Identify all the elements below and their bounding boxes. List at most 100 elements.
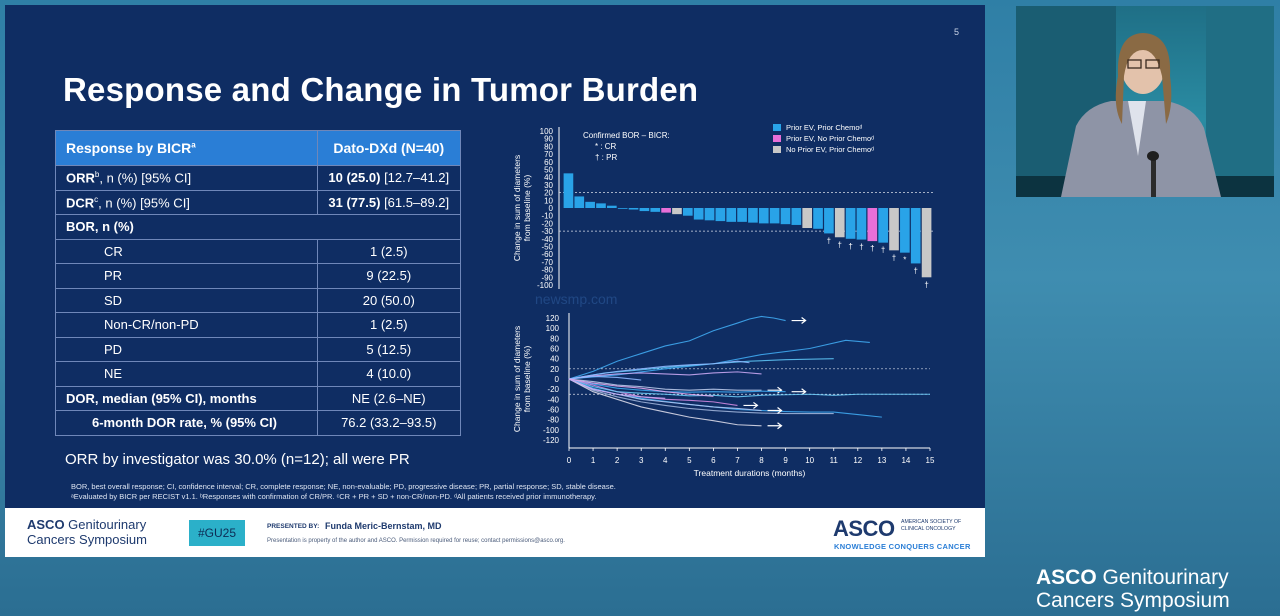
spider-x-tick-label: 7 (735, 456, 740, 465)
waterfall-y-tick-label: 30 (544, 181, 553, 190)
waterfall-bar (748, 208, 758, 223)
waterfall-bor-key: † : PR (595, 153, 617, 162)
spider-x-tick-label: 12 (853, 456, 862, 465)
waterfall-bor-mark: † (870, 244, 874, 253)
spider-y-tick-label: 80 (550, 334, 559, 343)
table-header-response: Response by BICRa (55, 130, 318, 166)
spider-ongoing-arrow (767, 422, 783, 430)
spider-series-line (568, 375, 642, 381)
waterfall-y-tick-label: 0 (549, 204, 554, 213)
spider-x-tick-label: 15 (926, 456, 935, 465)
spider-y-tick-label: -120 (543, 436, 560, 445)
response-table: Response by BICRa Dato-DXd (N=40) ORRb, … (55, 130, 462, 436)
waterfall-legend-label: Prior EV, Prior Chemoᵈ (786, 123, 862, 132)
spider-y-tick-label: 100 (546, 324, 560, 333)
slide-footer: ASCO Genitourinary Cancers Symposium #GU… (5, 508, 985, 557)
spider-ongoing-arrow (743, 401, 759, 409)
waterfall-y-tick-label: 80 (544, 142, 553, 151)
spider-x-tick-label: 13 (877, 456, 886, 465)
waterfall-bar (726, 208, 737, 222)
spider-y-tick-label: -40 (547, 395, 559, 404)
spider-x-tick-label: 11 (830, 456, 839, 465)
slide-number: 5 (953, 27, 959, 37)
waterfall-bar (780, 208, 791, 225)
spider-x-axis-label: Treatment durations (months) (694, 468, 806, 478)
spider-series-line (568, 378, 714, 397)
waterfall-bar (769, 208, 780, 224)
spider-x-tick-label: 14 (901, 456, 910, 465)
spider-ongoing-arrow (791, 317, 807, 325)
waterfall-bar (596, 203, 606, 208)
orr-investigator-note: ORR by investigator was 30.0% (n=12); al… (65, 451, 410, 468)
waterfall-y-tick-label: -40 (541, 235, 553, 244)
spider-x-tick-label: 2 (615, 456, 620, 465)
waterfall-bar (672, 208, 682, 215)
spider-y-tick-label: 40 (550, 355, 559, 364)
tumor-burden-charts: 1009080706050403020100-10-20-30-40-50-60… (512, 123, 935, 478)
waterfall-bar (802, 208, 813, 229)
waterfall-bar (791, 208, 802, 225)
asco-society-text: AMERICAN SOCIETY OF CLINICAL ONCOLOGY (901, 519, 962, 532)
table-header-row: Response by BICRa Dato-DXd (N=40) (55, 130, 462, 166)
waterfall-y-tick-label: 90 (544, 135, 553, 144)
spider-series-line (568, 339, 870, 380)
table-row: Non-CR/non-PD 1 (2.5) (55, 312, 462, 338)
waterfall-bar (639, 208, 650, 212)
spider-ongoing-arrow (791, 388, 807, 396)
asco-logo: ASCO (833, 516, 895, 541)
waterfall-bar (834, 208, 845, 238)
waterfall-bor-key: * : CR (595, 142, 617, 151)
asco-gu-branding: ASCO Genitourinary Cancers Symposium (1036, 566, 1230, 612)
waterfall-legend-swatch (773, 146, 781, 153)
waterfall-y-tick-label: -20 (541, 219, 553, 228)
waterfall-y-tick-label: -10 (541, 212, 553, 221)
spider-y-tick-label: -100 (543, 426, 560, 435)
asco-tagline: KNOWLEDGE CONQUERS CANCER (834, 542, 971, 551)
spider-y-tick-label: -80 (547, 416, 559, 425)
spider-y-tick-label: 20 (550, 365, 559, 374)
spider-series-line (568, 315, 786, 380)
waterfall-bar (910, 208, 921, 264)
presented-by-label: PRESENTED BY: (267, 523, 320, 530)
waterfall-y-axis-label: Change in sum of diameters (512, 155, 522, 261)
spider-x-tick-label: 1 (591, 456, 596, 465)
spider-series-line (568, 378, 762, 391)
table-row: PD 5 (12.5) (55, 336, 462, 362)
waterfall-bor-mark: † (881, 246, 885, 255)
spider-ongoing-arrow (767, 386, 783, 394)
waterfall-legend-label: No Prior EV, Prior Chemoᵈ (786, 145, 874, 154)
slide-title: Response and Change in Tumor Burden (63, 71, 699, 108)
spider-x-tick-label: 3 (639, 456, 644, 465)
presentation-slide: 5 Response and Change in Tumor Burden Re… (5, 5, 985, 557)
waterfall-bor-mark: † (859, 243, 863, 252)
speaker-image (1016, 6, 1274, 197)
waterfall-y-tick-label: -60 (541, 250, 553, 259)
waterfall-y-tick-label: -50 (541, 243, 553, 252)
spider-ongoing-arrow (767, 407, 783, 414)
spider-series-line (568, 378, 666, 399)
waterfall-bar (900, 208, 910, 253)
waterfall-y-tick-label: 60 (544, 158, 553, 167)
spider-series-line (568, 378, 786, 393)
watermark: newsmp.com (535, 291, 618, 307)
waterfall-bar (617, 208, 628, 209)
waterfall-y-tick-label: -80 (541, 266, 553, 275)
waterfall-bor-mark: † (848, 242, 852, 251)
waterfall-bar (585, 201, 595, 208)
waterfall-bor-mark: † (827, 236, 831, 245)
spider-x-tick-label: 9 (783, 456, 788, 465)
spider-y-tick-label: 120 (546, 314, 560, 323)
waterfall-bar (563, 173, 574, 208)
table-header-datodxd: Dato-DXd (N=40) (316, 130, 462, 166)
spider-series-line (568, 360, 750, 380)
waterfall-bar (650, 208, 661, 212)
waterfall-bar (889, 208, 899, 251)
waterfall-y-tick-label: -100 (537, 281, 554, 290)
table-row-dcr: DCRc, n (%) [95% CI] 31 (77.5) [61.5–89.… (55, 189, 462, 215)
waterfall-bor-mark: * (903, 256, 906, 265)
waterfall-bar (574, 196, 585, 208)
waterfall-bar (856, 208, 867, 240)
waterfall-bar (921, 208, 932, 278)
waterfall-legend-swatch (773, 135, 781, 142)
waterfall-bar (737, 208, 747, 222)
